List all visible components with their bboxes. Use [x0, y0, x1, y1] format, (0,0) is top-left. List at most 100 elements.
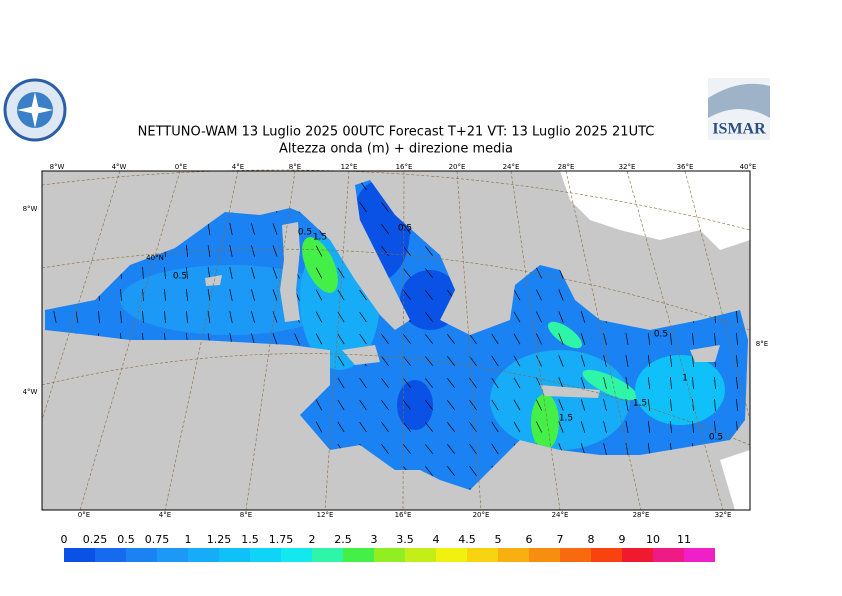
direction-arrow [692, 398, 694, 412]
map-subtitle: Altezza onda (m) + direzione media [279, 142, 513, 157]
direction-arrow [337, 399, 345, 411]
direction-arrow [469, 443, 477, 455]
colorbar-label: 10 [646, 533, 660, 546]
direction-arrow [714, 376, 716, 390]
direction-arrow [164, 266, 166, 280]
colorbar-label: 3.5 [396, 533, 414, 546]
colorbar-box [467, 548, 498, 562]
direction-arrow [294, 333, 300, 345]
direction-arrow [447, 422, 455, 432]
contour-label: 0.5 [298, 228, 312, 238]
direction-arrow [424, 334, 434, 344]
no-data-area [560, 171, 750, 250]
direction-arrow [315, 289, 323, 301]
direction-arrow [315, 333, 323, 345]
direction-arrow [469, 399, 477, 411]
graticule [41, 169, 751, 511]
graticule-label: 28°E [633, 511, 650, 519]
direction-arrow [469, 421, 477, 433]
colorbar-box [529, 548, 560, 562]
direction-arrow [558, 333, 564, 345]
direction-arrow [424, 268, 434, 278]
direction-arrow [53, 311, 57, 323]
colorbar-box [498, 548, 529, 562]
direction-arrow [207, 223, 211, 235]
contour-label: 0.5 [709, 433, 723, 443]
direction-arrow [337, 355, 345, 367]
graticule-label: 28°E [558, 163, 575, 171]
direction-arrow [381, 245, 389, 257]
graticule-label: 24°E [503, 163, 520, 171]
island [690, 345, 720, 362]
direction-arrow [359, 421, 367, 433]
direction-arrow [603, 443, 607, 455]
direction-arrow [603, 355, 607, 367]
direction-arrow [558, 355, 564, 367]
direction-arrow [229, 245, 233, 257]
colorbar-box [126, 548, 157, 562]
contour-label: 1.5 [559, 414, 573, 424]
direction-arrow [186, 288, 188, 302]
direction-arrow [558, 377, 564, 389]
direction-arrow [381, 421, 389, 433]
direction-arrow [424, 466, 434, 476]
graticule-label: 40°E [740, 163, 757, 171]
direction-arrow [381, 223, 389, 235]
direction-arrow [447, 334, 455, 344]
direction-arrow [447, 378, 455, 388]
colorbar-box [560, 548, 591, 562]
direction-arrow [315, 245, 323, 257]
direction-arrow [469, 355, 477, 367]
direction-arrow [580, 355, 586, 367]
direction-arrow [424, 400, 434, 410]
direction-arrow [251, 223, 255, 235]
direction-arrow [536, 333, 542, 345]
direction-arrow [558, 289, 564, 301]
direction-arrow [536, 267, 542, 279]
direction-arrow [580, 377, 586, 389]
direction-arrow [359, 201, 367, 213]
direction-arrow [647, 421, 651, 433]
direction-arrow [536, 311, 542, 323]
direction-arrow [536, 421, 542, 433]
direction-arrow [207, 245, 211, 257]
graticule-label: 0°E [175, 163, 187, 171]
graticule-label: 20°E [449, 163, 466, 171]
direction-arrow [381, 399, 389, 411]
colorbar-label: 3 [371, 533, 378, 546]
direction-arrow [580, 421, 586, 433]
graticule-label: 12°E [341, 163, 358, 171]
direction-arrow [186, 244, 188, 258]
direction-arrow [424, 444, 434, 454]
direction-arrow [647, 377, 651, 389]
direction-arrow [403, 246, 411, 256]
colorbar-label: 2 [309, 533, 316, 546]
colorbar-label: 0.75 [145, 533, 170, 546]
direction-arrow [625, 377, 629, 389]
direction-arrow [603, 333, 607, 345]
colorbar-box [436, 548, 467, 562]
map [41, 169, 751, 511]
direction-arrow [403, 378, 411, 388]
island [280, 222, 300, 322]
direction-arrow [447, 400, 455, 410]
direction-arrow [736, 354, 738, 368]
direction-arrow [337, 333, 345, 345]
direction-arrow [424, 312, 434, 322]
direction-arrow [714, 332, 716, 346]
contour-label: 0.5 [398, 224, 412, 234]
colorbar-label: 6 [526, 533, 533, 546]
direction-arrow [272, 267, 278, 279]
contour-label: 1.5 [313, 233, 327, 243]
direction-arrow [491, 355, 499, 367]
direction-arrow [513, 355, 521, 367]
direction-arrow [447, 444, 455, 454]
direction-arrow [692, 376, 694, 390]
colorbar-box [312, 548, 343, 562]
direction-arrow [120, 288, 122, 302]
colorbar-box [95, 548, 126, 562]
right-logo: ISMAR [708, 78, 770, 140]
direction-arrow [603, 399, 607, 411]
colorbar-box [219, 548, 250, 562]
direction-arrow [164, 310, 166, 324]
